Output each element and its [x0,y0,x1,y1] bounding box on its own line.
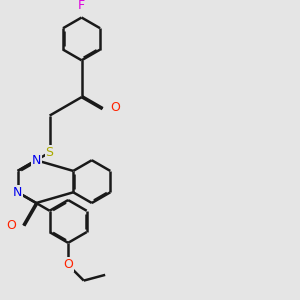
Text: N: N [32,154,41,167]
Text: N: N [13,186,22,199]
Text: O: O [110,101,120,114]
Text: O: O [63,258,73,272]
Text: O: O [7,219,16,232]
Text: F: F [78,0,85,12]
Text: S: S [46,146,54,159]
